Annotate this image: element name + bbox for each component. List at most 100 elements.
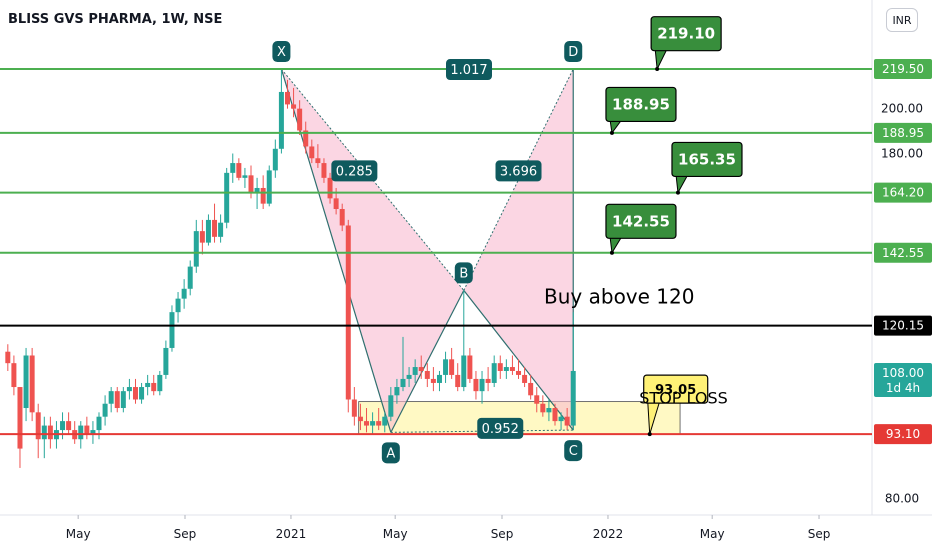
candle-down: [84, 425, 90, 435]
pattern-point-label: D: [568, 45, 578, 60]
level-price-label: 188.95: [882, 126, 924, 140]
candle-up: [60, 421, 66, 431]
chart-title: BLISS GVS PHARMA, 1W, NSE: [8, 12, 223, 27]
y-tick-label: 200.00: [881, 102, 923, 116]
candle-down: [467, 355, 473, 379]
candle-down: [418, 367, 424, 371]
bar-countdown-label: 1d 4h: [886, 381, 920, 395]
x-tick-label: Sep: [491, 527, 514, 541]
callout-anchor-dot: [609, 250, 614, 255]
pattern-point-badge: [381, 442, 400, 464]
candle-up: [78, 425, 84, 440]
candle-up: [145, 382, 151, 388]
pattern-point-label: C: [569, 444, 578, 459]
level-price-badge: [874, 122, 932, 143]
candle-up: [266, 170, 272, 204]
candle-down: [5, 351, 11, 364]
candle-up: [382, 416, 388, 426]
ratio-badge: [495, 160, 542, 182]
candle-down: [260, 187, 266, 204]
candle-up: [412, 367, 418, 375]
level-price-badge: [874, 424, 932, 445]
callout-box: [605, 86, 677, 123]
candle-down: [29, 355, 35, 413]
callout-box: [605, 203, 677, 239]
candle-down: [449, 359, 455, 375]
callout-label: 93.05: [655, 383, 696, 398]
ratio-label: 1.017: [450, 63, 487, 78]
candle-down: [291, 104, 297, 109]
candle-down: [497, 363, 503, 371]
diag-ac: [390, 429, 574, 433]
candle-up: [278, 91, 284, 149]
currency-button[interactable]: INR: [886, 8, 918, 32]
candle-up: [187, 266, 193, 289]
last-price-label: 108.00: [882, 366, 924, 380]
candle-up: [503, 367, 509, 371]
candle-up: [272, 148, 278, 171]
ratio-label: 0.285: [336, 164, 373, 179]
candle-up: [205, 219, 211, 243]
pattern-point-label: A: [386, 446, 395, 461]
candle-down: [199, 231, 205, 243]
candle-up: [558, 416, 564, 422]
candle-down: [309, 146, 315, 159]
stop-loss-annotation: STOP LOSS: [639, 389, 728, 408]
candle-down: [345, 225, 351, 400]
ratio-badge: [331, 160, 378, 182]
candle-down: [364, 421, 370, 426]
x-tick-label: May: [383, 527, 408, 541]
candle-up: [218, 222, 224, 237]
candle-up: [41, 425, 47, 440]
candle-down: [552, 408, 558, 422]
candle-down: [47, 425, 53, 440]
level-price-badge: [874, 242, 932, 263]
candle-up: [491, 363, 497, 383]
candle-down: [534, 395, 540, 404]
candle-down: [564, 416, 570, 426]
level-price-badge: [874, 59, 932, 80]
pattern-point-label: X: [277, 45, 286, 60]
x-tick-label: 2021: [276, 527, 307, 541]
leg-ab: [390, 290, 465, 433]
candle-up: [126, 387, 132, 392]
candle-down: [212, 219, 218, 237]
ratio-label: 0.952: [482, 422, 519, 437]
y-tick-label: 180.00: [881, 147, 923, 161]
x-tick-label: Sep: [808, 527, 831, 541]
candle-down: [66, 421, 72, 431]
candle-down: [327, 177, 333, 199]
candle-down: [321, 163, 327, 178]
candle-up: [436, 374, 442, 383]
candle-up: [120, 391, 126, 409]
ratio-label: 3.696: [500, 164, 537, 179]
candle-down: [339, 209, 345, 226]
pattern-xab-triangle: [281, 69, 464, 433]
candle-down: [315, 158, 321, 164]
y-tick-label: 80.00: [885, 492, 919, 506]
candle-up: [23, 355, 29, 409]
level-price-label: 219.50: [882, 62, 924, 76]
pattern-point-badge: [454, 262, 473, 284]
candle-up: [181, 288, 187, 299]
last-price-badge: [874, 362, 932, 397]
candle-down: [35, 412, 41, 440]
candle-up: [400, 378, 406, 388]
candle-down: [11, 363, 17, 388]
candle-down: [303, 130, 309, 147]
candle-up: [139, 387, 145, 400]
level-price-label: 142.55: [882, 246, 924, 260]
pattern-bcd-triangle: [463, 69, 574, 431]
level-price-label: 164.20: [882, 186, 924, 200]
candle-down: [357, 416, 363, 422]
candle-up: [96, 416, 102, 431]
candle-down: [248, 175, 254, 194]
x-tick-label: May: [700, 527, 725, 541]
candle-down: [297, 108, 303, 131]
callout-anchor-dot: [609, 130, 614, 135]
ratio-badge: [477, 417, 524, 439]
callout-anchor-dot: [655, 67, 660, 72]
pattern-point-badge: [564, 41, 583, 63]
